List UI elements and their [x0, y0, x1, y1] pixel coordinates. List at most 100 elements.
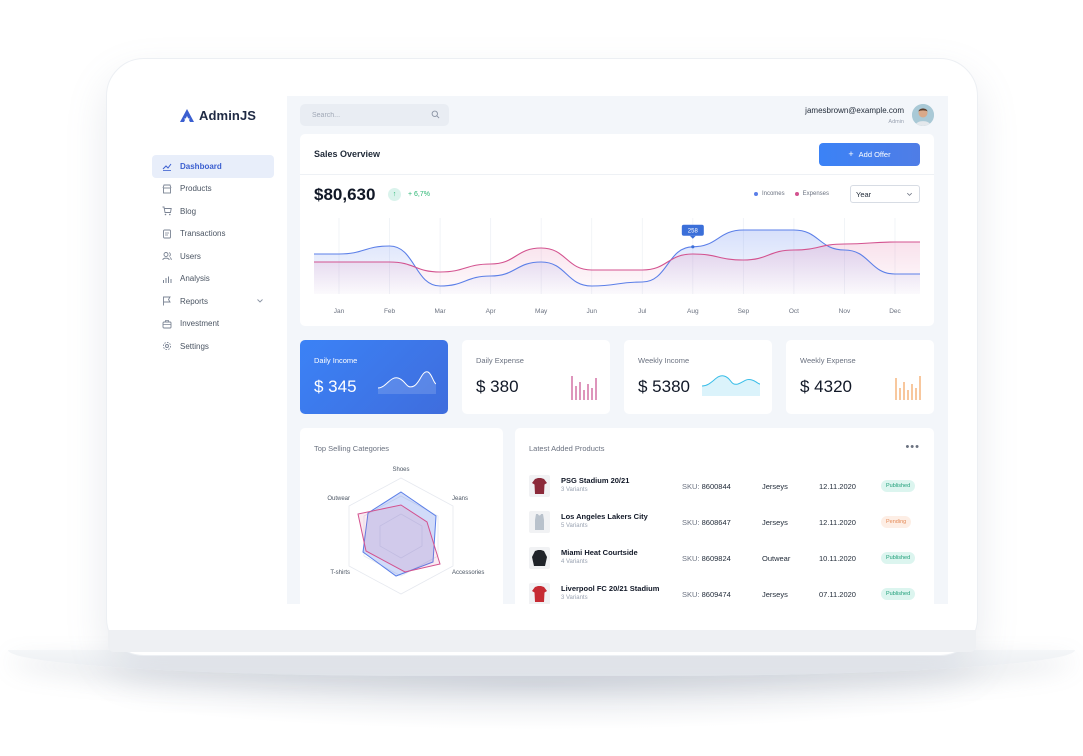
- table-row[interactable]: PSG Stadium 20/21 3 Variants SKU: 860084…: [529, 473, 921, 499]
- table-row[interactable]: Miami Heat Courtside 4 Variants SKU: 860…: [529, 545, 921, 571]
- x-tick-label: Mar: [434, 308, 446, 315]
- trend-up-icon: ↑: [388, 188, 401, 201]
- sidebar-item-dashboard[interactable]: Dashboard: [152, 155, 274, 178]
- stat-card-weekly-income[interactable]: Weekly Income $ 5380: [624, 340, 772, 414]
- product-category: Jerseys: [762, 590, 788, 599]
- legend-dot: [794, 192, 799, 196]
- period-select[interactable]: Year: [850, 185, 920, 203]
- legend-incomes[interactable]: Incomes: [753, 191, 785, 197]
- x-tick-label: Apr: [486, 308, 497, 315]
- sidebar-item-label: Transactions: [180, 229, 226, 239]
- sku-label: SKU:: [682, 518, 700, 527]
- laptop-hinge: [108, 630, 976, 652]
- sparkline-bars: [571, 376, 597, 400]
- briefcase-icon: [162, 319, 172, 329]
- status-badge: Published: [881, 588, 916, 600]
- sales-total: $80,630: [314, 185, 376, 204]
- x-tick-label: Jan: [334, 308, 345, 315]
- flag-icon: [162, 296, 172, 306]
- chevron-down-icon[interactable]: [256, 297, 264, 305]
- sidebar-item-settings[interactable]: Settings: [152, 335, 274, 358]
- status-badge: Published: [881, 480, 916, 492]
- stat-title: Weekly Expense: [800, 356, 856, 365]
- logo[interactable]: AdminJS: [180, 108, 256, 123]
- product-thumbnail: [529, 475, 550, 497]
- brand-name: AdminJS: [199, 108, 257, 123]
- sidebar-item-label: Analysis: [180, 274, 210, 284]
- sidebar-item-label: Dashboard: [180, 161, 222, 171]
- sparkline-wave: [378, 371, 436, 394]
- sidebar-nav: Dashboard Products Blog Transactions: [152, 155, 274, 358]
- search-input[interactable]: [312, 109, 422, 121]
- search-icon[interactable]: [431, 110, 440, 119]
- latest-products-card: Latest Added Products ••• PSG Stadium 20…: [515, 428, 934, 604]
- product-sku: SKU: 8609474: [682, 590, 731, 599]
- product-category: Outwear: [762, 554, 791, 563]
- sidebar-item-users[interactable]: Users: [152, 245, 274, 268]
- top-selling-categories-card: Top Selling Categories Shoes Jeans Acces…: [300, 428, 503, 604]
- user-info[interactable]: jamesbrown@example.com Admin: [805, 106, 904, 125]
- product-sku: SKU: 8600844: [682, 482, 731, 491]
- sidebar-item-products[interactable]: Products: [152, 178, 274, 201]
- stat-title: Weekly Income: [638, 356, 690, 365]
- stat-card-daily-income[interactable]: Daily Income $ 345: [300, 340, 448, 414]
- x-tick-label: Feb: [384, 308, 396, 315]
- status-badge: Pending: [881, 516, 912, 528]
- sidebar-item-label: Products: [180, 184, 212, 194]
- sidebar-item-blog[interactable]: Blog: [152, 200, 274, 223]
- sidebar-item-reports[interactable]: Reports: [152, 290, 274, 313]
- stat-card-weekly-expense[interactable]: Weekly Expense $ 4320: [786, 340, 934, 414]
- product-category: Jerseys: [762, 482, 788, 491]
- add-offer-button[interactable]: + Add Offer: [819, 143, 920, 166]
- legend-expenses[interactable]: Expenses: [794, 191, 829, 197]
- legend-dot: [753, 192, 758, 196]
- sparkline-wave: [702, 375, 760, 396]
- x-tick-label: Oct: [789, 308, 799, 315]
- sidebar-item-analysis[interactable]: Analysis: [152, 268, 274, 291]
- series-line-expenses[interactable]: [314, 241, 920, 273]
- x-tick-label: Nov: [839, 308, 851, 315]
- x-tick-label: Jul: [638, 308, 647, 315]
- sku-value: 8609474: [701, 590, 731, 599]
- sales-overview-title: Sales Overview: [314, 149, 381, 159]
- product-variants: 4 Variants: [561, 559, 588, 565]
- chart-legend: Incomes Expenses: [753, 191, 829, 197]
- radar-label-accessories: Accessories: [452, 570, 484, 576]
- radar-label-jeans: Jeans: [452, 496, 468, 502]
- product-date: 12.11.2020: [819, 518, 856, 527]
- product-category: Jerseys: [762, 518, 788, 527]
- status-badge: Published: [881, 552, 916, 564]
- table-row[interactable]: Liverpool FC 20/21 Stadium 3 Variants SK…: [529, 581, 921, 604]
- x-tick-label: Aug: [687, 308, 699, 315]
- chevron-down-icon: [907, 192, 912, 196]
- users-icon: [162, 251, 172, 261]
- avatar[interactable]: [912, 104, 934, 126]
- user-email: jamesbrown@example.com: [805, 106, 904, 115]
- product-variants: 3 Variants: [561, 595, 588, 601]
- product-name: Liverpool FC 20/21 Stadium: [561, 584, 660, 593]
- product-sku: SKU: 8609824: [682, 554, 731, 563]
- chart-tooltip: 258: [681, 224, 704, 249]
- stat-card-daily-expense[interactable]: Daily Expense $ 380: [462, 340, 610, 414]
- radar-label-shoes: Shoes: [392, 467, 409, 473]
- product-thumbnail: [529, 547, 550, 569]
- sales-overview-header: Sales Overview + Add Offer: [300, 134, 934, 175]
- table-row[interactable]: Los Angeles Lakers City 5 Variants SKU: …: [529, 509, 921, 535]
- legend-label: Incomes: [761, 191, 785, 197]
- card-title: Top Selling Categories: [314, 444, 390, 453]
- logo-icon: [180, 109, 194, 122]
- sidebar-item-transactions[interactable]: Transactions: [152, 223, 274, 246]
- trend-value: + 6,7%: [408, 191, 430, 198]
- avatar-image: [912, 104, 934, 126]
- product-date: 10.11.2020: [819, 554, 856, 563]
- more-options-icon[interactable]: •••: [905, 441, 920, 453]
- series-line-incomes[interactable]: [314, 229, 920, 287]
- x-tick-label: Jun: [586, 308, 597, 315]
- cart-icon: [162, 206, 172, 216]
- sidebar-item-investment[interactable]: Investment: [152, 313, 274, 336]
- stat-title: Daily Income: [314, 356, 358, 365]
- product-name: Los Angeles Lakers City: [561, 512, 648, 521]
- series-area-expenses: [314, 242, 920, 294]
- search-bar: [300, 104, 449, 126]
- x-tick-label: Dec: [889, 308, 901, 315]
